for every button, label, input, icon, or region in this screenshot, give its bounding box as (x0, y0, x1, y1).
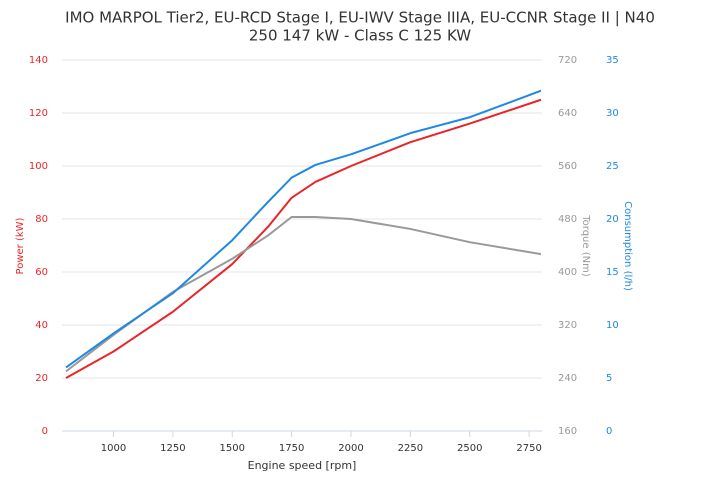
y3-tick-label: 25 (606, 161, 619, 172)
y2-axis-title: Torque (Nm) (580, 214, 591, 277)
x-tick-label: 2250 (398, 443, 423, 454)
x-axis-title: Engine speed [rpm] (248, 459, 357, 472)
y-tick-label: 120 (29, 108, 48, 119)
y3-tick-label: 20 (606, 214, 619, 225)
x-tick-label: 1750 (279, 443, 304, 454)
y-tick-label: 60 (35, 267, 48, 278)
y3-tick-label: 5 (606, 373, 612, 384)
chart-title: IMO MARPOL Tier2, EU-RCD Stage I, EU-IWV… (65, 9, 655, 27)
series-line (65, 98, 542, 379)
y3-tick-label: 35 (606, 55, 619, 66)
y-tick-label: 20 (35, 373, 48, 384)
series-line (65, 89, 542, 369)
y2-tick-label: 320 (558, 320, 577, 331)
y-tick-label: 80 (35, 214, 48, 225)
y-tick-label: 40 (35, 320, 48, 331)
y2-tick-label: 480 (558, 214, 577, 225)
y2-tick-label: 720 (558, 55, 577, 66)
y3-axis-title: Consumption (l/h) (622, 201, 633, 291)
x-tick-label: 1250 (160, 443, 185, 454)
x-tick-label: 2000 (338, 443, 363, 454)
chart-subtitle: 250 147 kW - Class C 125 KW (249, 27, 471, 45)
y3-tick-label: 0 (606, 426, 612, 437)
y-axis-title: Power (kW) (15, 217, 26, 274)
y2-tick-label: 160 (558, 426, 577, 437)
x-tick-label: 1000 (101, 443, 126, 454)
series-line (65, 216, 542, 373)
y2-tick-label: 640 (558, 108, 577, 119)
y3-tick-label: 15 (606, 267, 619, 278)
x-tick-label: 1500 (220, 443, 245, 454)
y2-tick-label: 240 (558, 373, 577, 384)
y-tick-label: 100 (29, 161, 48, 172)
y-tick-label: 0 (42, 426, 48, 437)
x-tick-label: 2750 (516, 443, 541, 454)
x-tick-label: 2500 (457, 443, 482, 454)
y3-tick-label: 10 (606, 320, 619, 331)
y2-tick-label: 400 (558, 267, 577, 278)
y-tick-label: 140 (29, 55, 48, 66)
y3-tick-label: 30 (606, 108, 619, 119)
y2-tick-label: 560 (558, 161, 577, 172)
